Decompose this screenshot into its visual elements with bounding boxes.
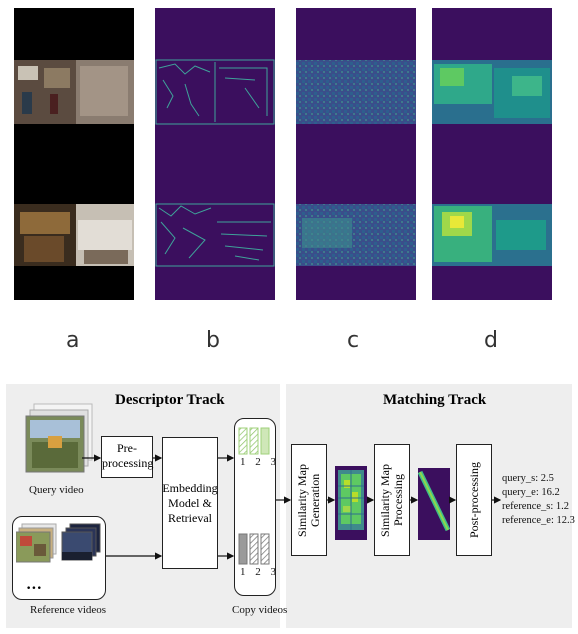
copy-index-2: 2 [255, 456, 261, 468]
copy-index-1: 1 [240, 456, 246, 468]
result-query-start: query_s: 2.5 [502, 473, 554, 484]
copy-video-bars [238, 427, 270, 565]
copy-index-3b: 3 [270, 566, 277, 578]
label-d: d [484, 328, 498, 353]
panel-a [14, 8, 134, 300]
panel-c [296, 8, 416, 300]
copy-index-2b: 2 [255, 566, 261, 578]
reference-ellipsis: ••• [26, 584, 42, 594]
similarity-map-processed [418, 468, 450, 540]
similarity-map-raw [335, 466, 367, 540]
copy-index-1b: 1 [240, 566, 246, 578]
reference-video-frames [16, 523, 101, 563]
copy-index-3: 3 [270, 456, 277, 468]
matching-track-title: Matching Track [383, 392, 487, 408]
panel-a-images [14, 60, 134, 266]
result-reference-start: reference_s: 1.2 [502, 501, 570, 512]
similarity-generation-box: Similarity Map Generation [291, 444, 327, 556]
panel-d [432, 8, 552, 300]
match-results: query_s: 2.5 query_e: 16.2 reference_s: … [502, 472, 575, 528]
panel-c-map [296, 60, 416, 266]
result-reference-end: reference_e: 12.3 [502, 515, 575, 526]
result-query-end: query_e: 16.2 [502, 487, 560, 498]
embedding-label: Embedding Model & Retrieval [162, 480, 218, 525]
query-video-frames [25, 403, 93, 473]
query-video-label: Query video [29, 484, 84, 496]
post-processing-label: Post-processing [466, 462, 481, 538]
panel-b-edges [155, 59, 275, 267]
label-a: a [66, 328, 80, 353]
embedding-box: Embedding Model & Retrieval [162, 437, 218, 569]
panel-d-map [432, 60, 552, 266]
copy-videos-label: Copy videos [232, 604, 288, 616]
preprocessing-box: Pre- processing [101, 436, 153, 478]
similarity-processing-box: Similarity Map Processing [374, 444, 410, 556]
similarity-processing-label: Similarity Map Processing [378, 463, 405, 537]
post-processing-box: Post-processing [456, 444, 492, 556]
copy-index-top: 1 2 3 [240, 456, 276, 468]
reference-videos-label: Reference videos [30, 604, 107, 616]
copy-index-bottom: 1 2 3 [240, 566, 276, 578]
preprocessing-label: Pre- processing [102, 441, 154, 470]
similarity-generation-label: Similarity Map Generation [295, 463, 322, 537]
panel-b [155, 8, 275, 300]
descriptor-track-title: Descriptor Track [115, 392, 225, 408]
label-c: c [347, 328, 360, 353]
label-b: b [206, 328, 220, 353]
